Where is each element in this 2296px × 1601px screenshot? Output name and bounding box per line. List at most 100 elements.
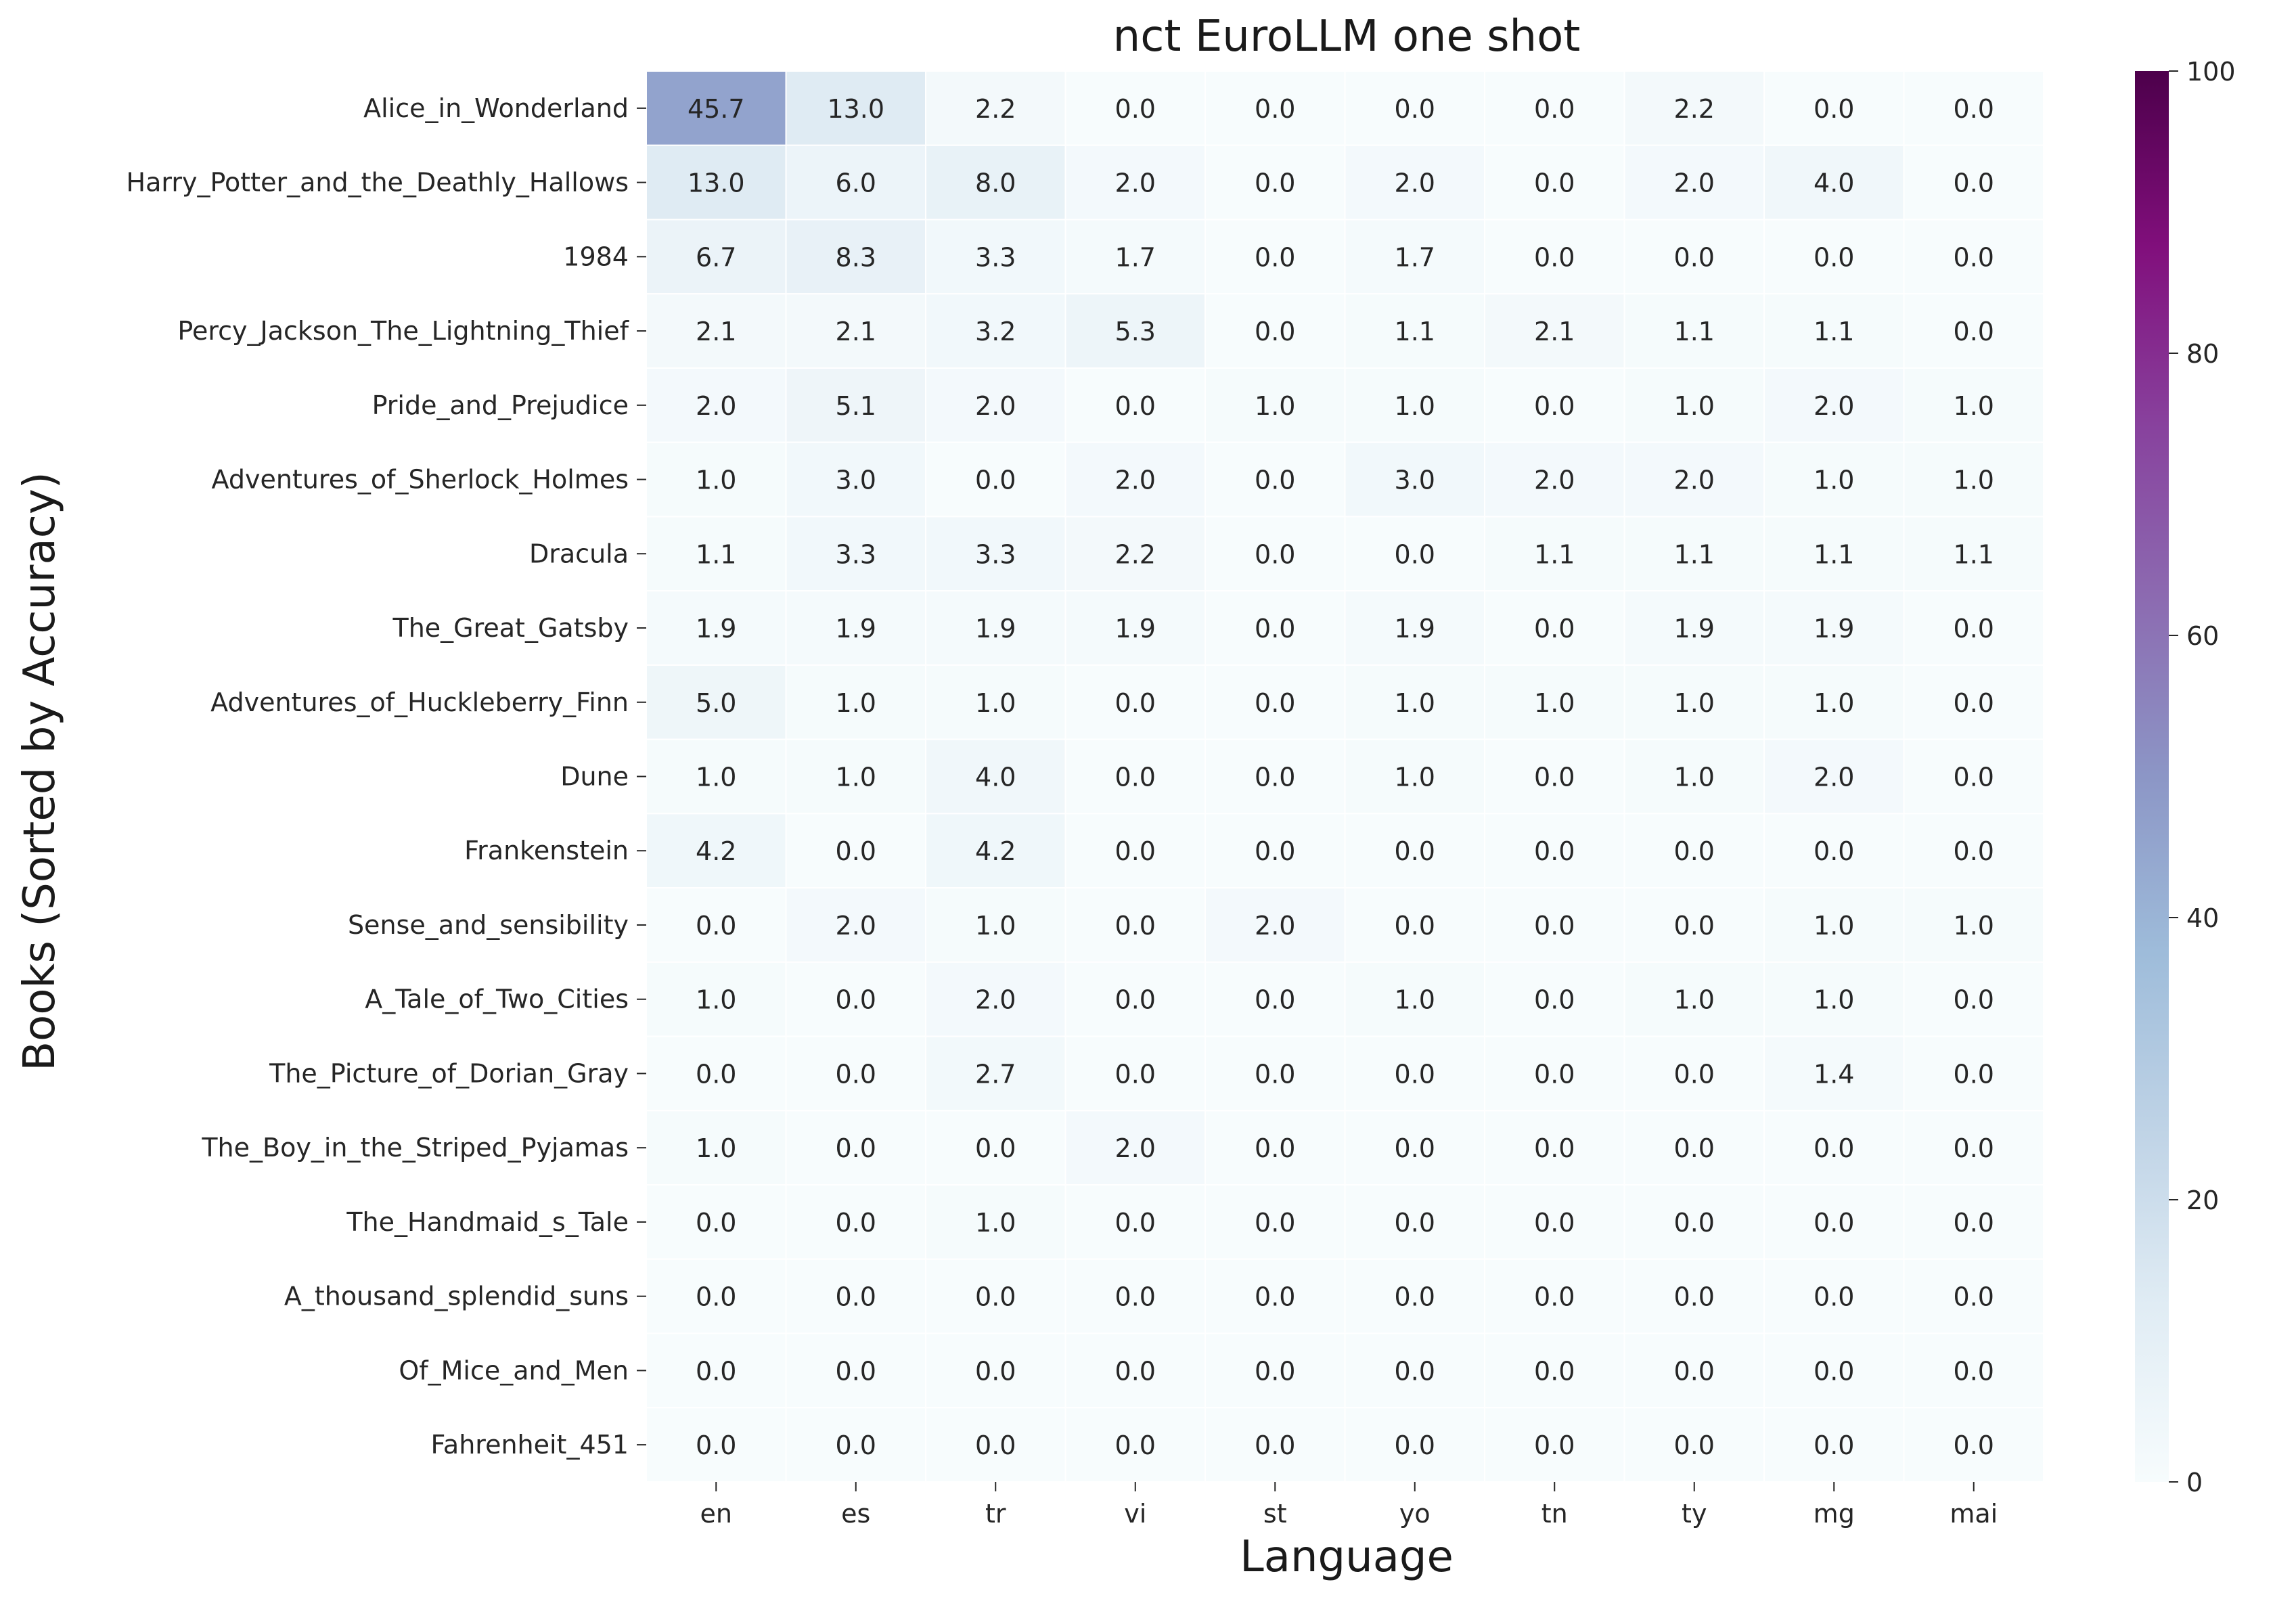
cell-value-label: 0.0 bbox=[836, 1356, 876, 1386]
cell-value-label: 0.0 bbox=[1115, 688, 1156, 718]
row-tick-label: Of_Mice_and_Men bbox=[399, 1355, 629, 1385]
heatmap-cell bbox=[1344, 1332, 1485, 1409]
row-tick-label: Fahrenheit_451 bbox=[431, 1430, 629, 1460]
heatmap-cell bbox=[1205, 219, 1346, 295]
column-tick-label: st bbox=[1263, 1499, 1287, 1529]
cell-value-label: 0.0 bbox=[1674, 911, 1715, 941]
cell-value-label: 0.0 bbox=[1395, 539, 1435, 569]
heatmap-cell bbox=[1903, 70, 2044, 146]
cell-value-label: 0.0 bbox=[1255, 763, 1295, 792]
cell-value-label: 0.0 bbox=[1674, 1208, 1715, 1238]
heatmap-cell bbox=[785, 1332, 926, 1409]
heatmap-cell bbox=[1484, 1035, 1625, 1112]
cell-value-label: 0.0 bbox=[1534, 1356, 1575, 1386]
cell-value-label: 0.0 bbox=[1255, 242, 1295, 272]
cell-value-label: 0.0 bbox=[1534, 763, 1575, 792]
cell-value-label: 0.0 bbox=[696, 1430, 736, 1460]
heatmap-cell bbox=[1205, 516, 1346, 592]
heatmap-cell bbox=[1344, 293, 1485, 369]
cell-value-label: 0.0 bbox=[1954, 614, 1994, 644]
cell-value-label: 3.3 bbox=[836, 539, 876, 569]
cell-value-label: 1.0 bbox=[836, 688, 876, 718]
x-axis-label: Language bbox=[1240, 1532, 1454, 1582]
cell-value-label: 0.0 bbox=[1814, 1208, 1854, 1238]
heatmap-cell bbox=[1903, 144, 2044, 221]
cell-value-label: 1.7 bbox=[1115, 242, 1156, 272]
cell-value-label: 4.0 bbox=[975, 763, 1016, 792]
heatmap-cell bbox=[1484, 1258, 1625, 1334]
heatmap-cell bbox=[925, 1184, 1066, 1260]
colorbar-tick-label: 100 bbox=[2186, 57, 2236, 87]
cell-value-label: 0.0 bbox=[1395, 1133, 1435, 1163]
heatmap-cell bbox=[1623, 367, 1765, 443]
heatmap-cell bbox=[1205, 293, 1346, 369]
cell-value-label: 0.0 bbox=[1674, 1133, 1715, 1163]
heatmap-cell bbox=[925, 1035, 1066, 1112]
cell-value-label: 1.0 bbox=[696, 985, 736, 1015]
cell-value-label: 1.9 bbox=[1674, 614, 1715, 644]
heatmap-cell bbox=[1623, 813, 1765, 889]
heatmap-cell bbox=[1903, 1332, 2044, 1409]
row-tick-label: The_Boy_in_the_Striped_Pyjamas bbox=[201, 1133, 629, 1163]
heatmap-cell bbox=[925, 70, 1066, 146]
cell-value-label: 2.0 bbox=[1395, 168, 1435, 198]
heatmap-cell bbox=[785, 887, 926, 963]
heatmap-cell bbox=[1623, 441, 1765, 518]
heatmap-cell bbox=[1763, 1110, 1905, 1186]
heatmap-cell bbox=[1903, 516, 2044, 592]
cell-value-label: 0.0 bbox=[1954, 1356, 1994, 1386]
heatmap-cell bbox=[1763, 367, 1905, 443]
heatmap-cell bbox=[1064, 1184, 1206, 1260]
heatmap-cell bbox=[1763, 590, 1905, 666]
heatmap-cell bbox=[1903, 1407, 2044, 1483]
heatmap-cell bbox=[785, 1110, 926, 1186]
cell-value-label: 4.0 bbox=[1814, 168, 1854, 198]
cell-value-label: 5.0 bbox=[696, 688, 736, 718]
heatmap-cell bbox=[925, 1407, 1066, 1483]
colorbar-tick-label: 40 bbox=[2186, 903, 2219, 933]
cell-value-label: 1.9 bbox=[836, 614, 876, 644]
cell-value-label: 0.0 bbox=[975, 1133, 1016, 1163]
cell-value-label: 1.1 bbox=[1814, 317, 1854, 346]
cell-value-label: 1.0 bbox=[696, 466, 736, 495]
heatmap-cell bbox=[1763, 441, 1905, 518]
cell-value-label: 0.0 bbox=[1534, 1282, 1575, 1312]
heatmap-cell bbox=[925, 144, 1066, 221]
row-tick-label: Frankenstein bbox=[464, 836, 629, 865]
cell-value-label: 0.0 bbox=[1395, 911, 1435, 941]
column-tick-label: es bbox=[841, 1499, 870, 1529]
cell-value-label: 0.0 bbox=[836, 985, 876, 1015]
cell-value-label: 2.0 bbox=[696, 391, 736, 421]
cell-value-label: 0.0 bbox=[836, 1430, 876, 1460]
cell-value-label: 2.1 bbox=[1534, 317, 1575, 346]
cell-value-label: 0.0 bbox=[1115, 836, 1156, 866]
heatmap-cell bbox=[1344, 144, 1485, 221]
cell-value-label: 1.0 bbox=[1395, 391, 1435, 421]
heatmap-cell bbox=[925, 1110, 1066, 1186]
colorbar-tick-label: 60 bbox=[2186, 621, 2219, 651]
heatmap-cell bbox=[925, 516, 1066, 592]
cell-value-label: 0.0 bbox=[1255, 317, 1295, 346]
cell-value-label: 1.0 bbox=[1534, 688, 1575, 718]
heatmap-cell bbox=[1623, 70, 1765, 146]
heatmap-cell bbox=[1623, 1184, 1765, 1260]
heatmap-cell-labels: 45.7 13.0 2.2 0.0 0.0 0.0 0.0 2.2 0.0 0.0 13.0 6.0 8… bbox=[688, 94, 1994, 1460]
heatmap-cell bbox=[1064, 1035, 1206, 1112]
cell-value-label: 0.0 bbox=[1814, 1282, 1854, 1312]
cell-value-label: 1.0 bbox=[1954, 911, 1994, 941]
heatmap-cell bbox=[1484, 70, 1625, 146]
heatmap-cell bbox=[1064, 1332, 1206, 1409]
heatmap-cell bbox=[646, 441, 787, 518]
cell-value-label: 0.0 bbox=[1674, 242, 1715, 272]
heatmap-cell bbox=[1344, 1035, 1485, 1112]
heatmap-cell bbox=[646, 1258, 787, 1334]
heatmap-cell bbox=[1903, 590, 2044, 666]
cell-value-label: 2.2 bbox=[1674, 94, 1715, 124]
cell-value-label: 2.0 bbox=[1115, 1133, 1156, 1163]
cell-value-label: 2.0 bbox=[836, 911, 876, 941]
cell-value-label: 6.7 bbox=[696, 242, 736, 272]
column-tick-label: mai bbox=[1950, 1499, 1998, 1529]
row-tick-label: The_Picture_of_Dorian_Gray bbox=[269, 1058, 629, 1088]
cell-value-label: 13.0 bbox=[827, 94, 884, 124]
